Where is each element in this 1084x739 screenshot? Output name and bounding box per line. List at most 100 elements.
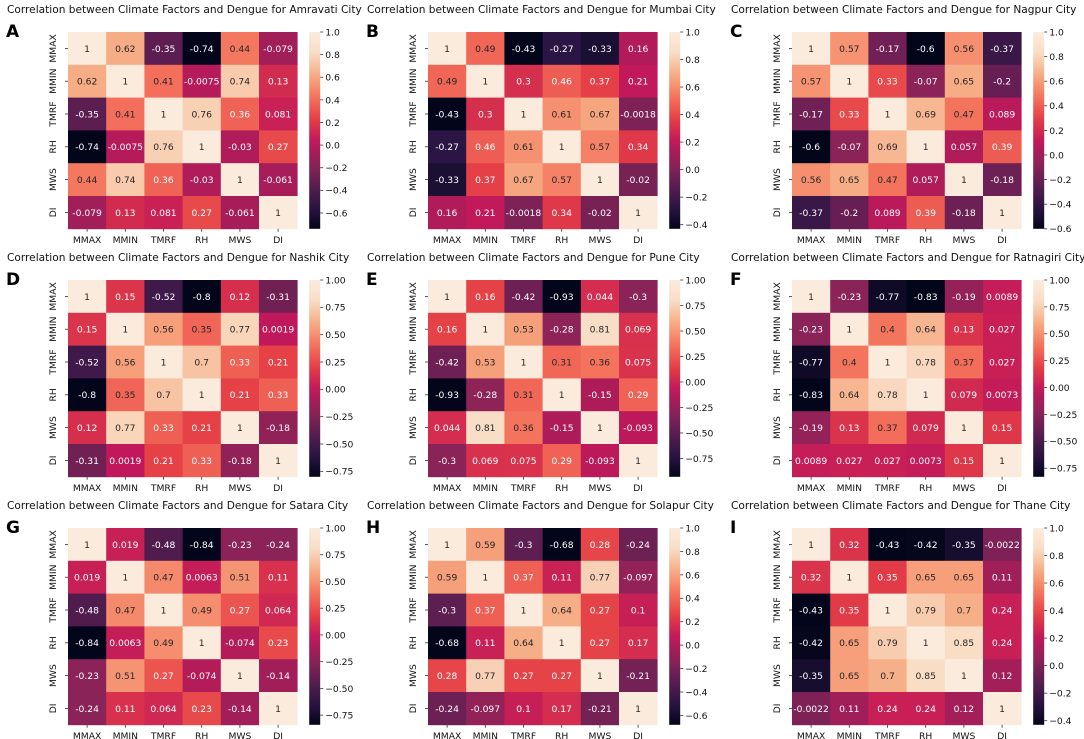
cell-value-label: 1: [961, 671, 967, 682]
cell-value-label: -0.14: [228, 704, 252, 715]
cell-value-label: 0.12: [77, 423, 97, 434]
cell-value-label: -0.74: [75, 142, 99, 153]
cell-value-label: 0.46: [475, 142, 496, 153]
cell-value-label: 0.24: [915, 704, 936, 715]
heatmap-cell: [259, 312, 298, 346]
y-tick-label: RH: [48, 140, 59, 153]
panel-letter: I: [730, 518, 736, 538]
cell-value-label: 0.027: [874, 456, 900, 467]
heatmap-cell: [906, 560, 946, 594]
cell-value-label: -0.0022: [984, 540, 1019, 551]
colorbar-tick-label: −0.2: [325, 163, 347, 174]
cell-value-label: 1: [961, 175, 967, 186]
heatmap-cell: [830, 97, 869, 131]
y-tick-label: RH: [408, 140, 419, 153]
heatmap-cell: [580, 528, 620, 562]
cell-value-label: 1: [999, 208, 1005, 219]
cell-value-label: 0.0073: [986, 390, 1018, 401]
heatmap-cell: [983, 345, 1022, 379]
heatmap-cell: [868, 626, 907, 660]
heatmap-cell: [504, 163, 543, 197]
colorbar: [669, 528, 681, 725]
cell-value-label: -0.42: [914, 540, 938, 551]
cell-value-label: -0.35: [799, 671, 823, 682]
heatmap-panel-a: A Correlation between Climate Factors and…: [6, 4, 362, 246]
cell-value-label: -0.093: [585, 456, 615, 467]
colorbar-tick-label: 0.25: [685, 352, 706, 363]
colorbar-tick-label: 0.00: [325, 385, 346, 396]
heatmap-cell: [792, 378, 831, 412]
heatmap-cell: [542, 378, 582, 412]
cell-value-label: 0.37: [475, 175, 496, 186]
cell-value-label: -0.14: [266, 671, 290, 682]
cell-value-label: 0.44: [77, 175, 98, 186]
cell-value-label: 0.61: [513, 142, 533, 153]
x-tick-label: MMIN: [837, 731, 862, 739]
heatmap-cell: [504, 560, 543, 594]
cell-value-label: -0.52: [75, 357, 99, 368]
cell-value-label: -0.23: [837, 292, 861, 303]
cell-value-label: 1: [635, 456, 641, 467]
heatmap-cell: [580, 130, 620, 164]
cell-value-label: 1: [923, 142, 929, 153]
cell-value-label: 1: [999, 704, 1005, 715]
heatmap-cell: [428, 378, 467, 412]
heatmap-cell: [220, 312, 260, 346]
colorbar-tick-label: 0.50: [1049, 329, 1070, 340]
cell-value-label: -0.77: [799, 357, 823, 368]
cell-value-label: -0.0022: [793, 704, 828, 715]
cell-value-label: 0.74: [230, 77, 251, 88]
cell-value-label: 1: [885, 605, 891, 616]
colorbar-tick-label: 0.6: [685, 570, 700, 581]
cell-value-label: -0.24: [435, 704, 459, 715]
cell-value-label: 0.089: [874, 208, 900, 219]
cell-value-label: 0.7: [957, 605, 972, 616]
heatmap-cell: [259, 528, 298, 562]
cell-value-label: 0.64: [551, 605, 572, 616]
cell-value-label: 0.12: [954, 704, 974, 715]
colorbar-tick-label: 0.75: [1049, 302, 1070, 313]
heatmap-cell: [542, 659, 582, 693]
cell-value-label: -0.27: [550, 44, 574, 55]
cell-value-label: 0.27: [590, 605, 611, 616]
heatmap-cell: [542, 528, 582, 562]
heatmap-cell: [144, 444, 183, 478]
cell-value-label: -0.77: [876, 292, 900, 303]
panel-letter: C: [730, 22, 742, 42]
cell-value-label: 0.64: [915, 325, 936, 336]
heatmap-cell: [220, 196, 260, 230]
heatmap-cell: [868, 32, 907, 66]
colorbar-tick-label: −0.6: [1049, 224, 1071, 235]
cell-value-label: -0.28: [550, 325, 574, 336]
cell-value-label: 0.0089: [795, 456, 827, 467]
heatmap-cell: [428, 196, 467, 230]
heatmap-cell: [580, 196, 620, 230]
x-tick-label: MMAX: [433, 483, 461, 494]
cell-value-label: 1: [275, 456, 281, 467]
heatmap-cell: [792, 97, 831, 131]
colorbar-tick-label: −0.75: [325, 711, 353, 722]
heatmap-cell: [792, 626, 831, 660]
colorbar-tick-label: 0.4: [685, 594, 700, 605]
cell-value-label: -0.097: [470, 704, 500, 715]
cell-value-label: 0.27: [268, 142, 289, 153]
cell-value-label: 0.075: [510, 456, 536, 467]
panel-letter: G: [6, 518, 20, 538]
x-tick-label: TMRF: [510, 235, 536, 246]
heatmap-cell: [868, 345, 907, 379]
colorbar-tick-label: 0.00: [1049, 383, 1070, 394]
x-tick-label: RH: [555, 235, 568, 246]
cell-value-label: 0.51: [115, 671, 135, 682]
y-tick-label: TMRF: [408, 597, 419, 623]
heatmap-cell: [944, 560, 984, 594]
panel-title: Correlation between Climate Factors and …: [367, 500, 714, 512]
cell-value-label: 0.081: [265, 109, 291, 120]
heatmap-cell: [619, 345, 658, 379]
cell-value-label: 1: [237, 423, 243, 434]
cell-value-label: 0.67: [513, 175, 534, 186]
cell-value-label: 0.44: [230, 44, 251, 55]
heatmap-cell: [542, 97, 582, 131]
cell-value-label: -0.48: [75, 605, 99, 616]
colorbar-tick-label: 0.0: [325, 141, 340, 152]
heatmap-cell: [466, 32, 505, 66]
